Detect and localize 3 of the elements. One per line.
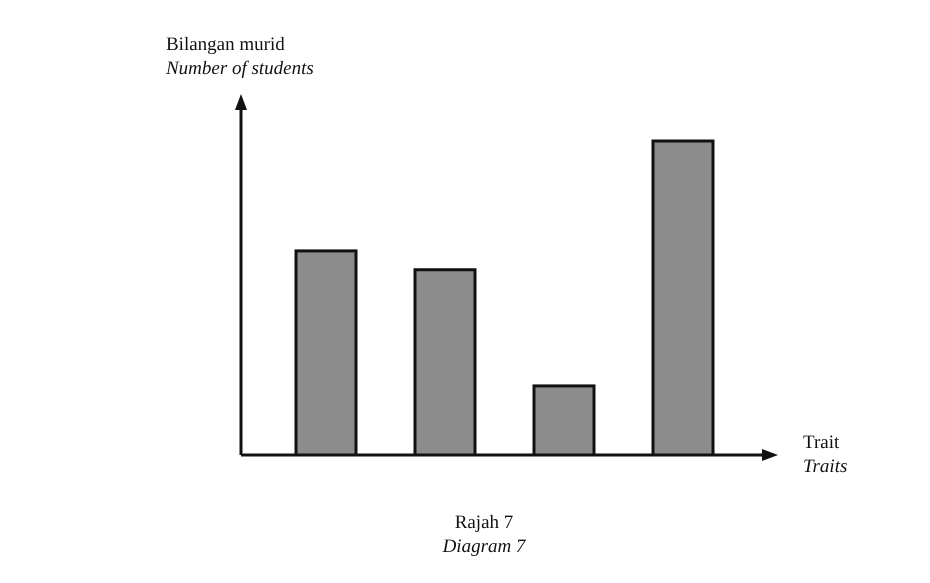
y-axis-title: Bilangan murid Number of students [165,34,314,79]
text: Rajah 7 Diagram 7 [442,512,527,557]
x-axis-title: Trait Traits [803,432,848,477]
